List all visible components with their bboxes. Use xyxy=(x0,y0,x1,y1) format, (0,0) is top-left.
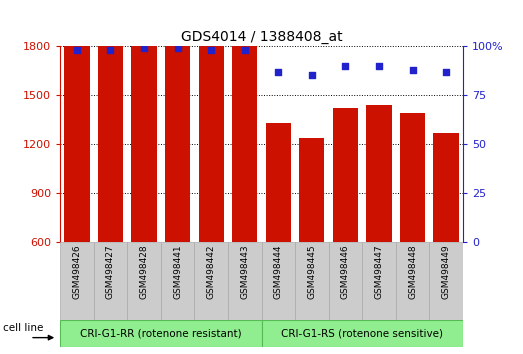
Bar xyxy=(199,2,224,242)
Bar xyxy=(367,105,392,242)
Point xyxy=(408,67,417,73)
FancyBboxPatch shape xyxy=(60,320,262,347)
Bar xyxy=(98,10,123,242)
Bar xyxy=(64,7,89,242)
FancyBboxPatch shape xyxy=(228,242,262,320)
Bar xyxy=(400,113,425,242)
Title: GDS4014 / 1388408_at: GDS4014 / 1388408_at xyxy=(180,30,343,44)
Point xyxy=(140,45,148,51)
Text: GSM498447: GSM498447 xyxy=(374,245,383,299)
Bar xyxy=(165,0,190,242)
Bar xyxy=(232,0,257,242)
Text: GSM498448: GSM498448 xyxy=(408,245,417,299)
Text: GSM498426: GSM498426 xyxy=(72,245,82,299)
Bar xyxy=(434,133,459,242)
Text: GSM498446: GSM498446 xyxy=(341,245,350,299)
FancyBboxPatch shape xyxy=(262,320,463,347)
FancyBboxPatch shape xyxy=(127,242,161,320)
Point xyxy=(308,73,316,78)
Text: GSM498428: GSM498428 xyxy=(140,245,149,299)
FancyBboxPatch shape xyxy=(195,242,228,320)
Bar xyxy=(299,138,324,242)
FancyBboxPatch shape xyxy=(295,242,328,320)
FancyBboxPatch shape xyxy=(429,242,463,320)
Text: CRI-G1-RS (rotenone sensitive): CRI-G1-RS (rotenone sensitive) xyxy=(281,329,443,339)
FancyBboxPatch shape xyxy=(362,242,396,320)
Bar xyxy=(131,0,156,242)
Point xyxy=(442,69,450,74)
Point xyxy=(341,63,349,69)
FancyBboxPatch shape xyxy=(328,242,362,320)
Point xyxy=(375,63,383,69)
Text: GSM498445: GSM498445 xyxy=(308,245,316,299)
FancyBboxPatch shape xyxy=(396,242,429,320)
FancyBboxPatch shape xyxy=(60,242,94,320)
Point xyxy=(73,47,81,53)
Text: GSM498449: GSM498449 xyxy=(441,245,451,299)
FancyBboxPatch shape xyxy=(94,242,127,320)
Bar xyxy=(266,123,291,242)
FancyBboxPatch shape xyxy=(262,242,295,320)
Bar xyxy=(333,108,358,242)
Point xyxy=(106,47,115,53)
Text: GSM498443: GSM498443 xyxy=(240,245,249,299)
Point xyxy=(241,47,249,53)
Text: cell line: cell line xyxy=(3,323,43,333)
Text: GSM498444: GSM498444 xyxy=(274,245,283,299)
Text: GSM498442: GSM498442 xyxy=(207,245,215,299)
Text: GSM498427: GSM498427 xyxy=(106,245,115,299)
Point xyxy=(174,45,182,51)
Text: GSM498441: GSM498441 xyxy=(173,245,182,299)
Text: CRI-G1-RR (rotenone resistant): CRI-G1-RR (rotenone resistant) xyxy=(80,329,242,339)
FancyBboxPatch shape xyxy=(161,242,195,320)
Point xyxy=(274,69,282,74)
Point xyxy=(207,47,215,53)
